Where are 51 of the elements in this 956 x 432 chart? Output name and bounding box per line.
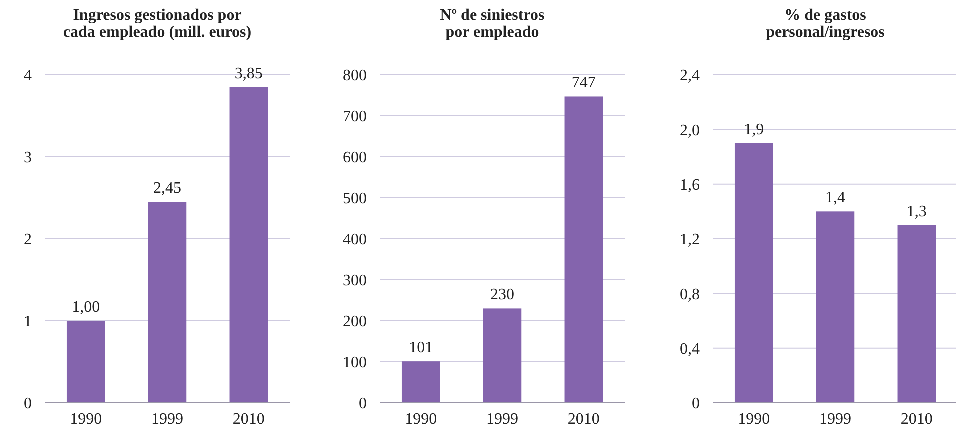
data-label: 230 (490, 286, 514, 304)
y-tick-label: 0,4 (680, 340, 700, 358)
x-tick-label: 1990 (70, 411, 102, 428)
x-tick-label: 1990 (738, 411, 770, 428)
y-tick-label: 300 (343, 272, 367, 290)
x-tick-label: 1999 (152, 411, 184, 428)
y-tick-label: 200 (343, 314, 367, 331)
bar (734, 143, 774, 403)
data-label: 1,3 (906, 203, 927, 220)
y-tick-label: 3 (24, 150, 32, 167)
y-tick-label: 4 (24, 68, 32, 85)
bar (816, 212, 855, 403)
bar (483, 308, 522, 403)
data-label: 747 (572, 74, 596, 92)
data-label: 1,9 (744, 121, 764, 138)
y-tick-label: 0 (692, 396, 700, 413)
x-tick-label: 1990 (405, 411, 438, 428)
y-tick-label: 2,4 (680, 68, 700, 85)
chart-title: Nº de siniestros por empleado (440, 7, 545, 41)
x-tick-label: 2010 (568, 411, 600, 428)
data-label: 2,45 (154, 180, 182, 198)
bar (148, 202, 187, 403)
chart-title: Ingresos gestionados por cada empleado (mill. euros) (63, 7, 252, 41)
x-tick-label: 1999 (486, 411, 518, 428)
x-tick-label: 2010 (900, 411, 933, 428)
y-tick-label: 600 (343, 150, 367, 167)
y-tick-label: 2,0 (680, 122, 700, 140)
y-tick-label: 1 (24, 314, 32, 331)
y-tick-label: 500 (343, 190, 367, 208)
y-tick-label: 100 (343, 354, 367, 372)
y-tick-label: 800 (343, 68, 367, 85)
x-tick-label: 2010 (232, 411, 265, 428)
data-label: 1,4 (826, 190, 846, 207)
x-tick-label: 1999 (820, 411, 852, 428)
bar (898, 225, 936, 403)
y-tick-label: 1,6 (680, 176, 700, 194)
y-tick-label: 700 (343, 108, 367, 126)
y-tick-label: 0 (359, 396, 367, 413)
bar (402, 362, 440, 403)
bar (66, 321, 106, 403)
bar (564, 96, 604, 403)
y-tick-label: 2 (24, 232, 32, 249)
data-label: 101 (409, 340, 434, 357)
bar (230, 87, 268, 403)
data-label: 1,00 (72, 299, 100, 316)
y-tick-label: 0 (24, 396, 32, 413)
chart-title: % de gastos personal/ingresos (766, 7, 885, 41)
y-tick-label: 0,8 (680, 286, 700, 304)
data-label: 3,85 (234, 65, 263, 82)
y-tick-label: 1,2 (680, 232, 700, 249)
y-tick-label: 400 (343, 232, 367, 249)
